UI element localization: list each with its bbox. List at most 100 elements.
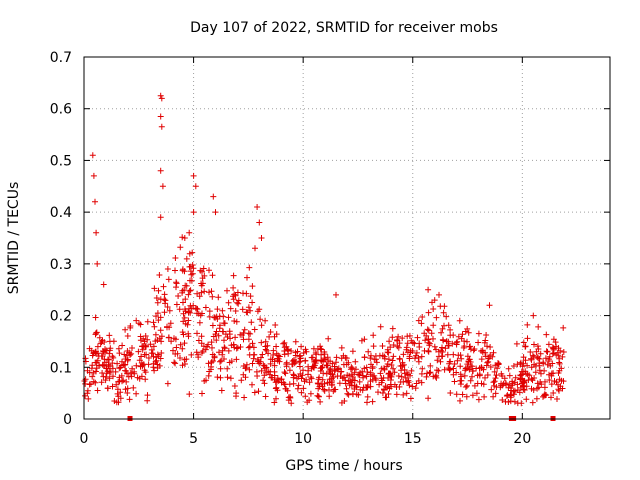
data-point xyxy=(298,389,305,396)
data-point xyxy=(186,229,193,236)
data-point xyxy=(306,379,313,386)
data-point xyxy=(164,266,171,272)
data-point xyxy=(440,309,447,316)
data-point xyxy=(483,362,490,369)
data-point xyxy=(242,374,249,381)
data-point xyxy=(219,347,226,354)
data-point xyxy=(343,385,350,392)
grid-lines xyxy=(84,57,610,419)
data-point xyxy=(387,372,394,379)
data-point xyxy=(364,382,371,388)
data-point xyxy=(471,346,478,352)
data-point xyxy=(243,361,250,368)
data-point xyxy=(198,333,205,340)
data-point xyxy=(206,308,213,315)
data-point xyxy=(296,359,303,366)
data-point xyxy=(484,359,491,366)
data-point xyxy=(543,348,550,355)
data-point xyxy=(447,326,454,333)
data-point xyxy=(260,377,267,384)
data-point xyxy=(258,354,264,361)
data-point xyxy=(234,299,241,306)
data-point xyxy=(557,347,564,354)
data-point xyxy=(161,291,168,298)
data-point xyxy=(120,361,127,368)
data-point xyxy=(179,289,186,296)
data-point xyxy=(431,343,438,350)
data-point xyxy=(99,337,106,344)
data-point xyxy=(514,400,521,407)
data-point xyxy=(246,366,253,373)
data-point xyxy=(485,358,492,365)
data-point xyxy=(245,344,252,351)
data-point xyxy=(188,271,195,278)
data-point xyxy=(213,328,220,335)
data-point xyxy=(320,370,327,377)
data-point xyxy=(151,367,158,374)
data-point xyxy=(107,345,114,352)
data-point xyxy=(153,295,160,301)
data-point xyxy=(181,314,188,321)
data-point xyxy=(182,361,188,367)
data-point xyxy=(103,373,110,380)
data-point xyxy=(208,288,215,295)
data-point xyxy=(179,234,186,241)
data-point xyxy=(318,351,325,358)
data-point xyxy=(145,355,152,361)
data-point xyxy=(344,390,351,397)
data-point xyxy=(388,373,395,380)
data-point xyxy=(511,387,518,394)
data-point xyxy=(129,345,135,351)
data-point xyxy=(341,398,348,404)
data-point xyxy=(199,310,205,317)
data-point xyxy=(110,373,116,380)
data-point xyxy=(461,372,468,379)
data-point xyxy=(175,293,182,299)
data-point xyxy=(106,332,113,339)
y-tick-label: 0 xyxy=(63,412,72,428)
data-point xyxy=(359,368,366,375)
data-point xyxy=(481,393,488,400)
data-point xyxy=(484,343,490,350)
data-point xyxy=(450,351,457,358)
data-point xyxy=(312,358,319,364)
data-point xyxy=(241,394,248,401)
data-point xyxy=(413,349,420,356)
data-point xyxy=(109,383,116,390)
data-point xyxy=(302,357,309,364)
data-point xyxy=(249,381,255,388)
data-point xyxy=(554,396,560,402)
data-point xyxy=(233,390,240,397)
data-point xyxy=(182,282,189,289)
data-point xyxy=(139,363,146,370)
data-point xyxy=(186,263,193,270)
data-point xyxy=(458,373,465,380)
data-point xyxy=(485,355,492,362)
data-point xyxy=(185,317,192,324)
data-point xyxy=(282,385,289,392)
data-point xyxy=(520,339,527,346)
y-tick-label: 0.2 xyxy=(50,309,72,325)
data-point xyxy=(542,355,549,362)
data-point xyxy=(283,361,290,368)
data-point xyxy=(326,369,333,375)
data-point xyxy=(481,339,488,346)
data-point xyxy=(395,344,402,351)
data-point xyxy=(369,398,376,405)
data-point xyxy=(445,322,452,329)
data-point xyxy=(556,367,563,374)
data-point xyxy=(134,374,141,381)
data-point xyxy=(158,95,165,102)
data-point xyxy=(157,214,164,221)
data-point xyxy=(270,352,277,358)
data-point xyxy=(144,336,151,343)
data-point xyxy=(119,342,126,349)
data-point xyxy=(216,349,222,356)
data-point xyxy=(393,391,400,398)
data-point xyxy=(247,330,254,337)
data-point xyxy=(467,359,474,365)
x-tick-label: 20 xyxy=(513,431,531,447)
data-point xyxy=(193,305,200,312)
data-point xyxy=(281,348,288,354)
data-point xyxy=(294,348,301,355)
